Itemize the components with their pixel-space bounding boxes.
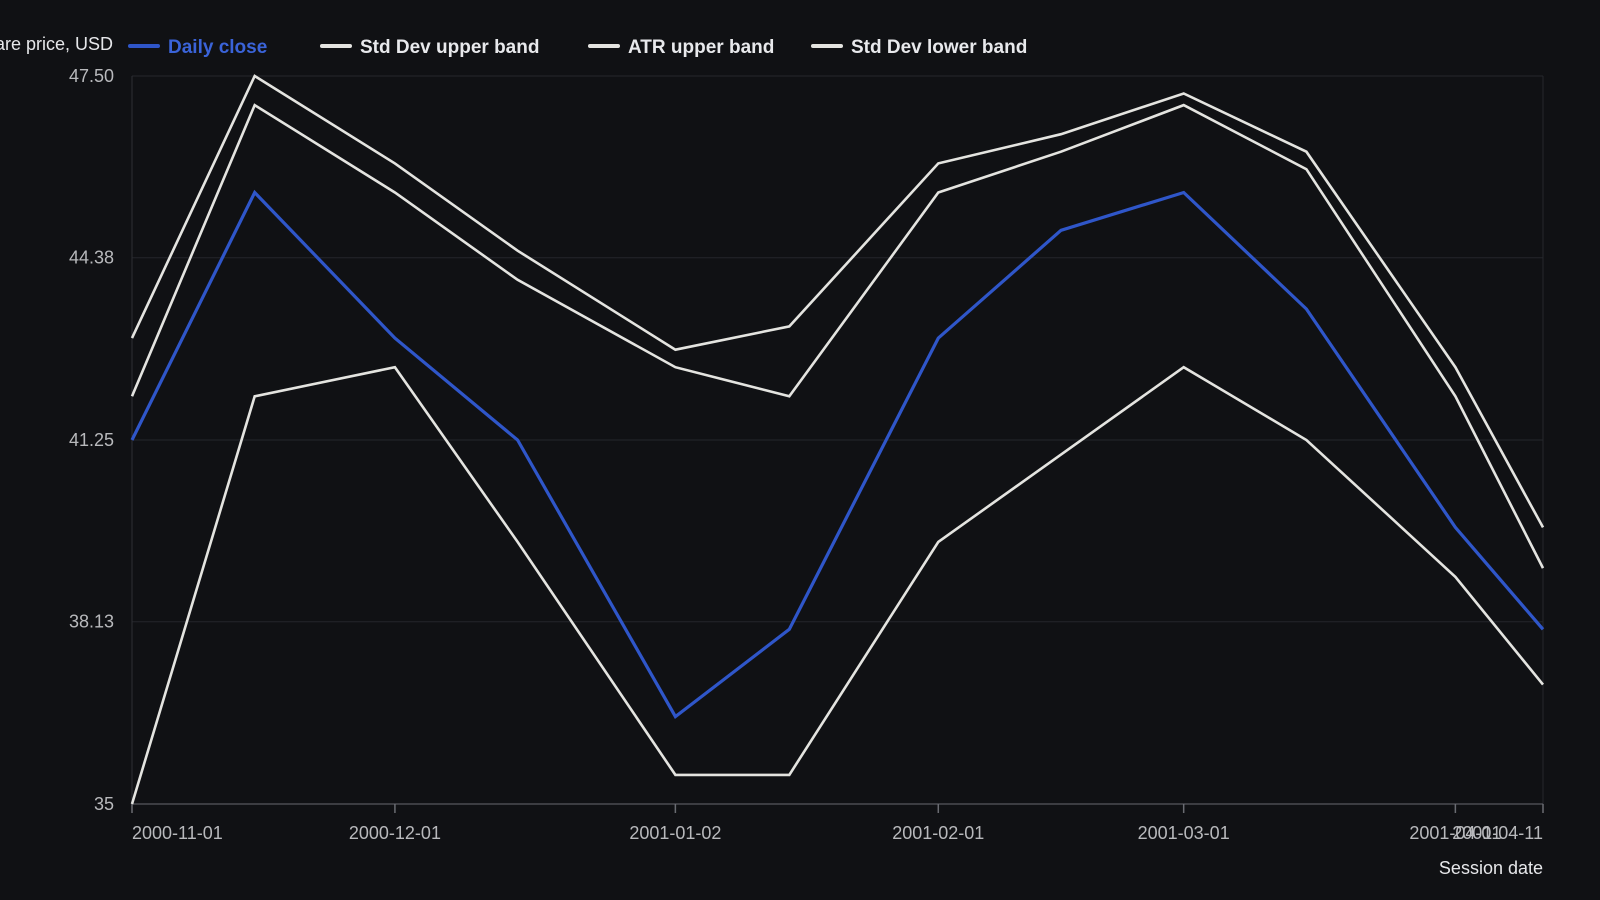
axes: 35 38.13 41.25 44.38 47.50 2000-11-01 2000-12-… (69, 66, 1544, 843)
series-line-daily-close (130, 189, 1545, 719)
y-tick-label: 47.50 (69, 66, 114, 86)
x-tick-label: 2001-04-01 (1409, 823, 1501, 843)
legend-item-daily-close[interactable]: Daily close (128, 37, 267, 58)
x-tick-label: 2001-01-02 (629, 823, 721, 843)
series-lines (130, 74, 1545, 805)
series-line-std-dev-upper-band (130, 74, 1545, 529)
y-tick-label: 38.13 (69, 612, 114, 632)
legend-label: ATR upper band (628, 37, 774, 58)
y-axis-title: Share price, USD (0, 34, 113, 54)
x-tick-label: 2001-04-11 (1452, 823, 1543, 843)
legend: Daily close Std Dev upper band ATR upper b… (128, 37, 1027, 58)
x-tick-label: 2000-11-01 (132, 823, 223, 843)
x-tick-label: 2000-12-01 (349, 823, 441, 843)
x-tick-label: 2001-03-01 (1138, 823, 1230, 843)
legend-label: Std Dev upper band (360, 37, 539, 58)
series-line-std-dev-lower-band (130, 365, 1545, 805)
legend-item-std-dev-lower-band[interactable]: Std Dev lower band (811, 37, 1027, 58)
grid-lines (132, 75, 1544, 804)
legend-label: Std Dev lower band (851, 37, 1027, 58)
y-tick-label: 41.25 (69, 430, 114, 450)
y-tick-label: 35 (94, 794, 114, 814)
x-axis-title: Session date (1439, 858, 1543, 878)
series-line-atr-upper-band (130, 103, 1545, 569)
legend-label: Daily close (168, 37, 267, 58)
y-tick-label: 44.38 (69, 248, 114, 268)
legend-item-atr-upper-band[interactable]: ATR upper band (588, 37, 774, 58)
legend-item-std-dev-upper-band[interactable]: Std Dev upper band (320, 37, 539, 58)
x-tick-label: 2001-02-01 (892, 823, 984, 843)
